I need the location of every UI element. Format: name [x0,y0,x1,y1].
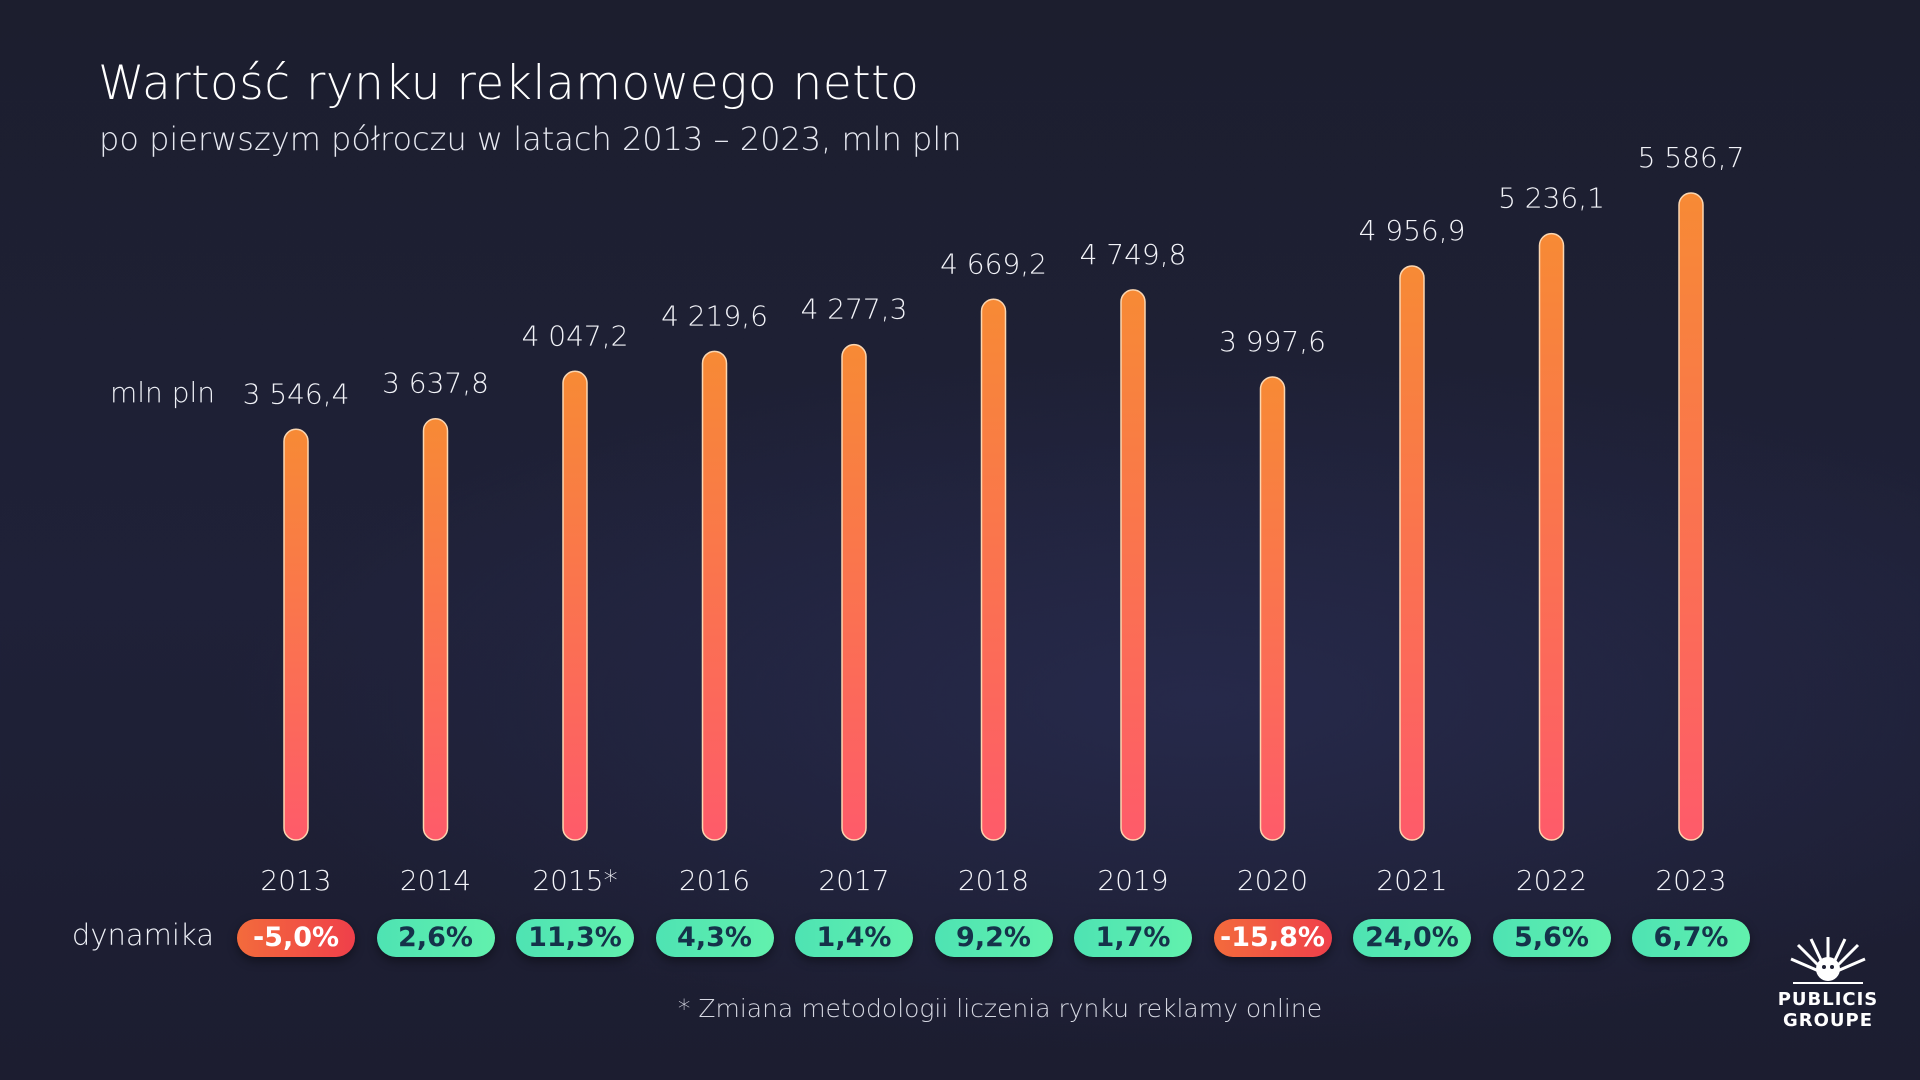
value-label: 5 236,1 [1498,182,1605,215]
lion-icon [1790,937,1866,984]
dynamics-badge: 6,7% [1632,919,1750,957]
dynamics-badge: -15,8% [1213,919,1332,957]
value-label: 4 219,6 [661,299,768,332]
year-label: 2022 [1516,864,1587,897]
value-label: 3 546,4 [243,377,350,410]
year-label: 2020 [1237,864,1308,897]
publicis-groupe-logo: PUBLICIS GROUPE [1768,935,1888,1031]
chart-subtitle: po pierwszym półroczu w latach 2013 – 20… [99,120,962,158]
dynamics-label: dynamika [71,918,214,952]
year-label: 2023 [1655,864,1726,897]
year-label: 2014 [400,864,471,897]
bar-2019 [1120,289,1146,841]
value-label: 4 749,8 [1080,238,1187,271]
dynamics-badge: 9,2% [934,919,1053,957]
year-label: 2021 [1376,864,1447,897]
dynamics-badge: 24,0% [1353,919,1471,957]
logo-line2: GROUPE [1782,1010,1874,1031]
dynamics-badge: 5,6% [1492,919,1611,957]
bar-2018 [980,298,1007,841]
bar-2020 [1259,376,1286,841]
bar-2017 [841,343,867,841]
value-label: 3 637,8 [382,367,489,400]
value-label: 5 586,7 [1638,141,1745,174]
dynamics-badge: 4,3% [655,919,774,957]
bar-2021 [1399,265,1425,841]
year-label: 2015* [532,864,617,897]
dynamics-badge: 1,4% [795,919,913,957]
year-label: 2013 [260,864,331,897]
value-label: 3 997,6 [1219,325,1326,358]
year-label: 2016 [679,864,750,897]
unit-label: mln pln [110,376,215,409]
bar-2016 [701,350,728,841]
bar-2014 [422,417,449,841]
value-label: 4 047,2 [522,319,629,352]
value-label: 4 669,2 [940,247,1047,280]
value-label: 4 277,3 [801,293,908,326]
footnote: * Zmiana metodologii liczenia rynku rekl… [677,994,1323,1023]
value-label: 4 956,9 [1359,214,1466,247]
bar-2015* [562,370,588,841]
year-label: 2018 [958,864,1029,897]
dynamics-badge: -5,0% [237,919,355,957]
bar-2013 [283,428,309,841]
bar-2022 [1538,232,1565,841]
year-label: 2019 [1097,864,1168,897]
dynamics-badge: 1,7% [1074,919,1192,957]
dynamics-badge: 2,6% [376,919,495,957]
logo-line1: PUBLICIS [1777,989,1879,1010]
bar-2023 [1678,192,1704,841]
year-label: 2017 [818,864,889,897]
dynamics-badge: 11,3% [516,919,634,957]
chart-title: Wartość rynku reklamowego netto [98,56,920,111]
